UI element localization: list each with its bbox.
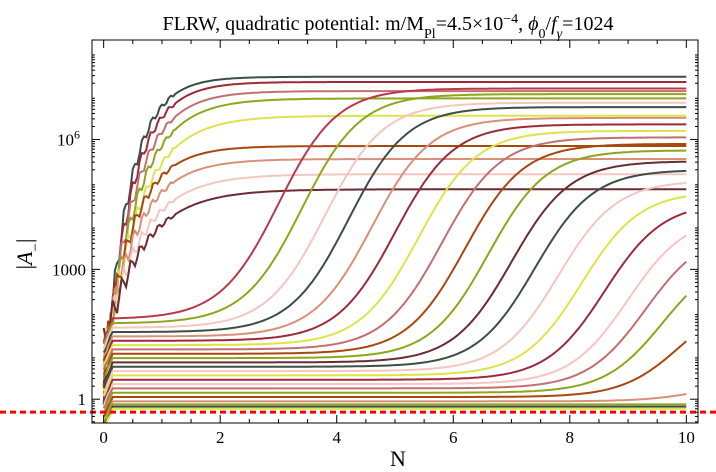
series-group (102, 75, 688, 423)
series-line (102, 234, 687, 407)
series-line (102, 116, 687, 358)
x-tick-label: 4 (332, 428, 341, 447)
series-line (102, 149, 687, 381)
series-line (103, 97, 687, 383)
series-line (102, 195, 687, 397)
series-line (102, 145, 687, 388)
series-line (102, 93, 687, 345)
series-line (104, 405, 687, 423)
x-tick-label: 0 (99, 428, 108, 447)
series-line (103, 182, 687, 392)
series-line (105, 407, 687, 423)
series-line (103, 403, 687, 423)
series-line (102, 90, 687, 378)
series-line (102, 340, 687, 418)
series-line (102, 393, 687, 423)
x-tick-label: 8 (566, 428, 575, 447)
x-tick-label: 6 (449, 428, 458, 447)
series-line (102, 169, 687, 389)
plot-area: 0 2 4 6 8 10 1 1000 106 (0, 39, 716, 447)
series-line (102, 114, 687, 391)
x-tick-label: 10 (678, 428, 695, 447)
x-tick-label: 2 (216, 428, 225, 447)
series-line (102, 87, 687, 344)
series-line (102, 136, 687, 370)
y-axis-label: |A−| (12, 239, 44, 270)
series-line (102, 158, 687, 366)
series-line (102, 160, 687, 384)
series-line (102, 101, 687, 349)
series-line (102, 123, 687, 361)
series-line (102, 260, 687, 409)
series-line (102, 81, 687, 386)
series-line (102, 129, 687, 366)
series-line (102, 211, 687, 403)
x-axis-label: N (390, 446, 406, 471)
series-line (102, 143, 687, 375)
series-line (102, 106, 687, 353)
y-tick-label: 1 (78, 390, 87, 409)
chart-title: FLRW, quadratic potential: m/MPl=4.5×10−… (163, 12, 614, 42)
y-tick-label: 106 (57, 128, 80, 150)
series-line (102, 75, 687, 405)
series-line (102, 295, 688, 415)
series-line (102, 188, 687, 348)
y-tick-label: 1000 (52, 260, 86, 279)
